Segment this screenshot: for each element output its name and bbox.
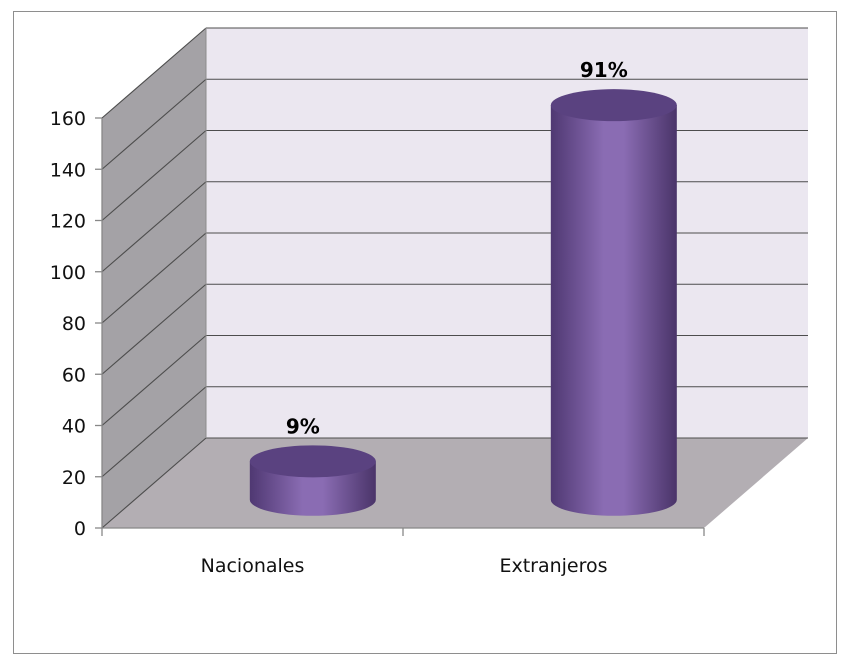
- bars: [249, 89, 677, 516]
- bar-top: [249, 445, 376, 478]
- gridline-side: [101, 27, 207, 119]
- gridline-side: [101, 181, 207, 273]
- y-tick-labels: 0 20 40 60 80 100 120 140 160: [50, 108, 86, 540]
- y-tick-label: 40: [62, 416, 86, 438]
- gridline-side: [101, 437, 207, 529]
- axes: [95, 117, 705, 536]
- gridline-side: [101, 130, 207, 221]
- x-tick-label: Extranjeros: [499, 555, 607, 577]
- y-tick-label: 140: [50, 159, 86, 181]
- y-tick-label: 160: [50, 108, 86, 130]
- gridline-side: [101, 283, 207, 375]
- gridline-side: [101, 78, 207, 170]
- y-tick-label: 60: [62, 364, 86, 386]
- gridline-side: [101, 386, 207, 478]
- floor: [102, 438, 808, 528]
- y-tick-label: 20: [62, 467, 86, 489]
- x-tick-labels: Nacionales Extranjeros: [201, 555, 608, 577]
- bar-top: [550, 89, 677, 122]
- bar-cylinder: [249, 445, 376, 516]
- gridline-side: [101, 335, 207, 426]
- x-tick-label: Nacionales: [201, 555, 305, 577]
- bar-cylinder: [550, 89, 677, 516]
- y-tick-label: 80: [62, 313, 86, 335]
- y-tick-label: 0: [74, 518, 86, 540]
- gridline-side: [101, 232, 207, 324]
- data-labels: 9% 91%: [286, 58, 628, 438]
- bar-body: [550, 105, 677, 516]
- gridlines: [101, 27, 808, 529]
- y-tick-label: 120: [50, 211, 86, 233]
- y-tick-label: 100: [50, 262, 86, 284]
- data-label: 91%: [580, 58, 628, 82]
- data-label: 9%: [286, 414, 320, 438]
